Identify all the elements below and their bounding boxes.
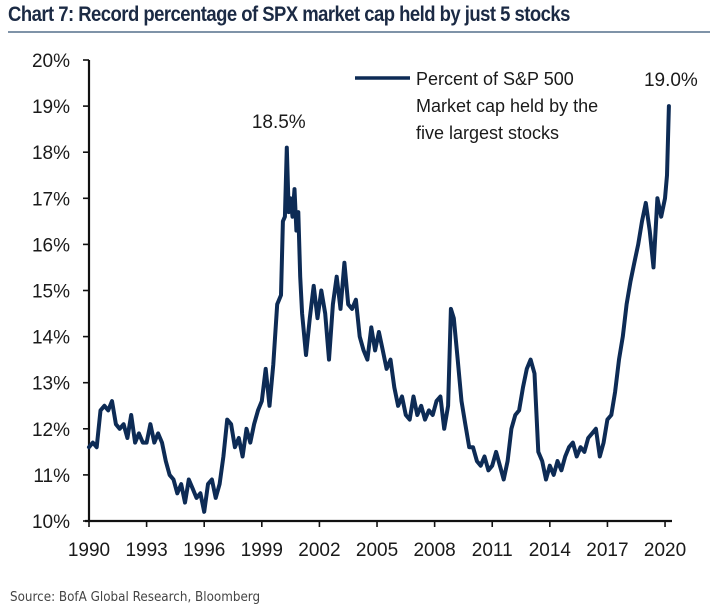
y-tick-label: 15% (32, 282, 70, 303)
title-divider (8, 31, 710, 33)
x-tick-label: 2005 (356, 540, 398, 561)
x-tick-label: 2008 (413, 540, 455, 561)
x-tick-label: 1990 (68, 540, 110, 561)
x-tick-label: 2011 (472, 540, 513, 561)
y-tick-label: 20% (32, 51, 70, 72)
y-tick-label: 17% (32, 189, 70, 210)
y-tick-label: 19% (32, 97, 70, 118)
x-tick-label: 1993 (125, 540, 167, 561)
x-axis-ticks: 1990 1993 1996 1999 2002 2005 2008 2011 2014 2017… (68, 521, 686, 561)
legend-label-line-2: Market cap held by the (416, 96, 598, 116)
legend-label-line-3: five largest stocks (416, 123, 559, 143)
legend-label-line-1: Percent of S&P 500 (416, 69, 574, 89)
y-tick-label: 16% (32, 235, 70, 256)
series-line (87, 104, 671, 514)
y-tick-label: 11% (33, 466, 70, 487)
x-tick-label: 2020 (644, 540, 686, 561)
x-tick-label: 2014 (529, 540, 572, 561)
y-tick-label: 14% (32, 328, 70, 349)
x-tick-label: 1996 (183, 540, 225, 561)
y-tick-label: 12% (32, 420, 70, 441)
legend: Percent of S&P 500 Market cap held by th… (355, 69, 598, 143)
x-tick-label: 2017 (586, 540, 628, 561)
annotations: 18.5% 19.0% (252, 70, 698, 133)
y-axis-ticks: 10% 11% 12% 13% 14% 15% 16% 17% 18% 19% 20% (32, 51, 89, 533)
y-tick-label: 13% (32, 374, 70, 395)
y-tick-label: 18% (32, 143, 70, 164)
x-tick-label: 1999 (241, 540, 283, 561)
source-note: Source: BofA Global Research, Bloomberg (10, 590, 261, 605)
series-group (87, 104, 671, 514)
annotation-peak-2020: 19.0% (644, 70, 698, 91)
y-tick-label: 10% (32, 512, 70, 533)
x-tick-label: 2002 (298, 540, 340, 561)
annotation-peak-2000: 18.5% (252, 112, 306, 133)
chart-title: Chart 7: Record percentage of SPX market… (8, 3, 570, 26)
